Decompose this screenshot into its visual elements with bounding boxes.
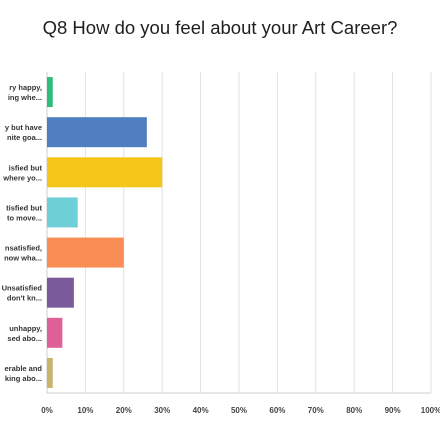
x-tick-label: 70% [308,406,324,415]
category-label: nsatisfied, now wha... [4,244,42,263]
x-tick-label: 80% [346,406,362,415]
x-tick-label: 60% [269,406,285,415]
category-label: unhappy, sed abo... [7,324,42,343]
x-tick-label: 10% [77,406,93,415]
x-tick-label: 20% [116,406,132,415]
bar [47,197,78,228]
category-label: ry happy, ing whe... [8,83,42,102]
bar [47,317,63,348]
x-tick-label: 100% [421,406,440,415]
category-label: isfied but where yo... [2,163,42,182]
category-label: erable and king abo... [4,364,42,383]
category-label: Unsatisfied don't kn... [2,284,43,303]
bar [47,157,163,188]
x-tick-label: 40% [193,406,209,415]
x-tick-label: 90% [385,406,401,415]
category-label: y but have nite goa... [5,123,42,142]
bar [47,77,53,108]
bar [47,357,53,388]
bar [47,237,124,268]
x-tick-label: 30% [154,406,170,415]
x-tick-label: 50% [231,406,247,415]
category-label: tisfied but to move... [6,203,42,222]
x-tick-label: 0% [41,406,53,415]
chart-title: Q8 How do you feel about your Art Career… [42,17,398,38]
bar [47,277,74,308]
bar [47,117,147,148]
